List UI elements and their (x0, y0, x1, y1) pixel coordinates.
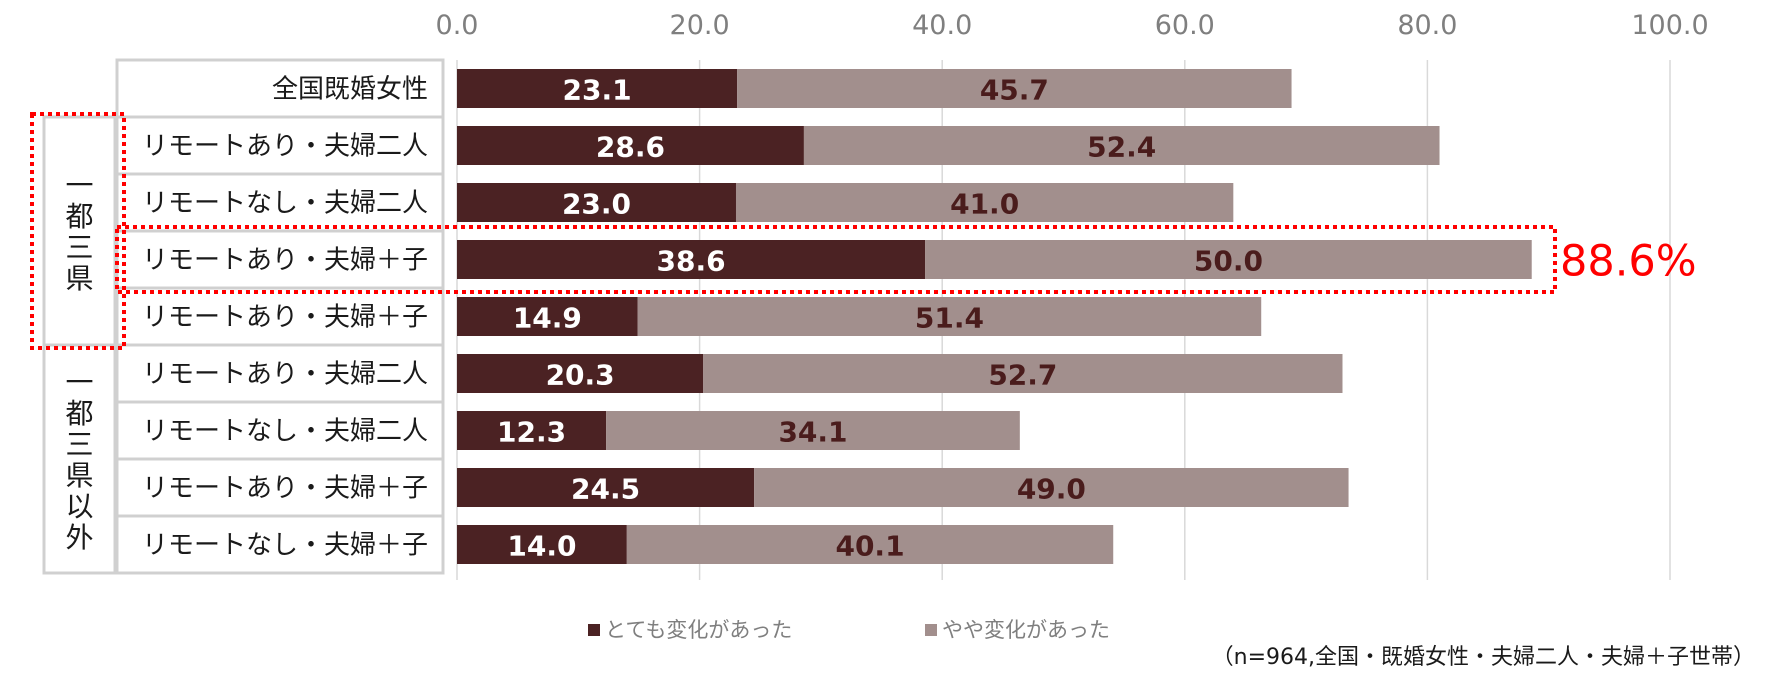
x-tick-label: 60.0 (1155, 10, 1215, 41)
category-label: リモートなし・夫婦＋子 (142, 531, 428, 561)
bar-strong-change (457, 297, 638, 336)
value-label-slight: 52.7 (988, 359, 1057, 392)
bar-slight-change (737, 69, 1292, 108)
bar-area (457, 69, 1532, 564)
bar-slight-change (803, 126, 1440, 165)
highlight-total-label: 88.6% (1560, 237, 1697, 287)
value-labels: 23.1 45.7 28.6 52.4 23.0 41.0 38.6 50.0 14.9 51.4… (497, 74, 1263, 563)
bar-slight-change (606, 411, 1020, 450)
category-label: リモートあり・夫婦＋子 (142, 474, 428, 504)
x-tick-label: 20.0 (670, 10, 730, 41)
category-table-frame (115, 58, 445, 575)
value-label-slight: 34.1 (778, 416, 847, 449)
x-tick-label: 80.0 (1397, 10, 1457, 41)
bar-slight-change (735, 183, 1234, 222)
legend-swatch (588, 624, 600, 636)
bar-strong-change (457, 240, 926, 279)
value-label-strong: 28.6 (596, 131, 665, 164)
bar-slight-change (925, 240, 1532, 279)
group-label-char: 三 (65, 428, 93, 461)
value-label-strong: 14.0 (507, 530, 576, 563)
bar-slight-change (637, 297, 1262, 336)
group-label-char: 外 (65, 521, 93, 554)
value-label-slight: 40.1 (835, 530, 904, 563)
legend: とても変化があった やや変化があった (588, 618, 1110, 642)
value-label-slight: 41.0 (950, 188, 1019, 221)
highlight-annotation: 88.6% (30, 112, 1697, 350)
bar-slight-change (754, 468, 1349, 507)
x-tick-label: 0.0 (436, 10, 479, 41)
bar-strong-change (457, 126, 804, 165)
group-label-char: 県 (65, 459, 93, 492)
category-label: リモートあり・夫婦二人 (142, 360, 428, 390)
bar-strong-change (457, 354, 704, 393)
value-label-strong: 38.6 (657, 245, 726, 278)
value-label-strong: 24.5 (571, 473, 640, 506)
x-axis-ticks: 0.0 20.0 40.0 60.0 80.0 100.0 (436, 10, 1709, 41)
value-label-strong: 14.9 (513, 302, 582, 335)
category-label: 全国既婚女性 (272, 75, 428, 105)
value-label-slight: 51.4 (915, 302, 984, 335)
bar-strong-change (457, 525, 627, 564)
group-label-char: 以 (65, 490, 93, 523)
value-label-strong: 20.3 (546, 359, 615, 392)
bar-strong-change (457, 69, 738, 108)
value-label-strong: 12.3 (497, 416, 566, 449)
group-label-char: 三 (65, 231, 93, 264)
category-label: リモートあり・夫婦＋子 (142, 303, 428, 333)
category-label: リモートなし・夫婦二人 (142, 417, 428, 447)
bar-slight-change (626, 525, 1114, 564)
category-label: リモートあり・夫婦二人 (142, 132, 428, 162)
group-highlight-box (30, 112, 126, 350)
legend-item-strong: とても変化があった (605, 618, 792, 642)
bar-strong-change (457, 468, 755, 507)
group-label-char: 都 (65, 200, 93, 233)
category-table: 全国既婚女性リモートあり・夫婦二人リモートなし・夫婦二人リモートあり・夫婦＋子リ… (42, 58, 445, 575)
bar-strong-change (457, 183, 736, 222)
value-label-strong: 23.1 (563, 74, 632, 107)
bar-strong-change (457, 411, 607, 450)
legend-item-slight: やや変化があった (942, 618, 1110, 642)
bar-slight-change (703, 354, 1343, 393)
group-label-char: 都 (65, 397, 93, 430)
x-tick-label: 100.0 (1631, 10, 1708, 41)
category-label: リモートあり・夫婦＋子 (142, 246, 428, 276)
category-label: リモートなし・夫婦二人 (142, 189, 428, 219)
group-label-char: 一 (65, 366, 93, 399)
value-label-strong: 23.0 (562, 188, 631, 221)
sample-note: （n=964,全国・既婚女性・夫婦二人・夫婦＋子世帯） (1212, 645, 1755, 670)
value-label-slight: 45.7 (980, 74, 1049, 107)
x-tick-label: 40.0 (912, 10, 972, 41)
group-label-char: 一 (65, 169, 93, 202)
value-label-slight: 50.0 (1194, 245, 1263, 278)
group-label-char: 県 (65, 262, 93, 295)
legend-swatch (925, 624, 937, 636)
value-label-slight: 49.0 (1017, 473, 1086, 506)
value-label-slight: 52.4 (1087, 131, 1156, 164)
